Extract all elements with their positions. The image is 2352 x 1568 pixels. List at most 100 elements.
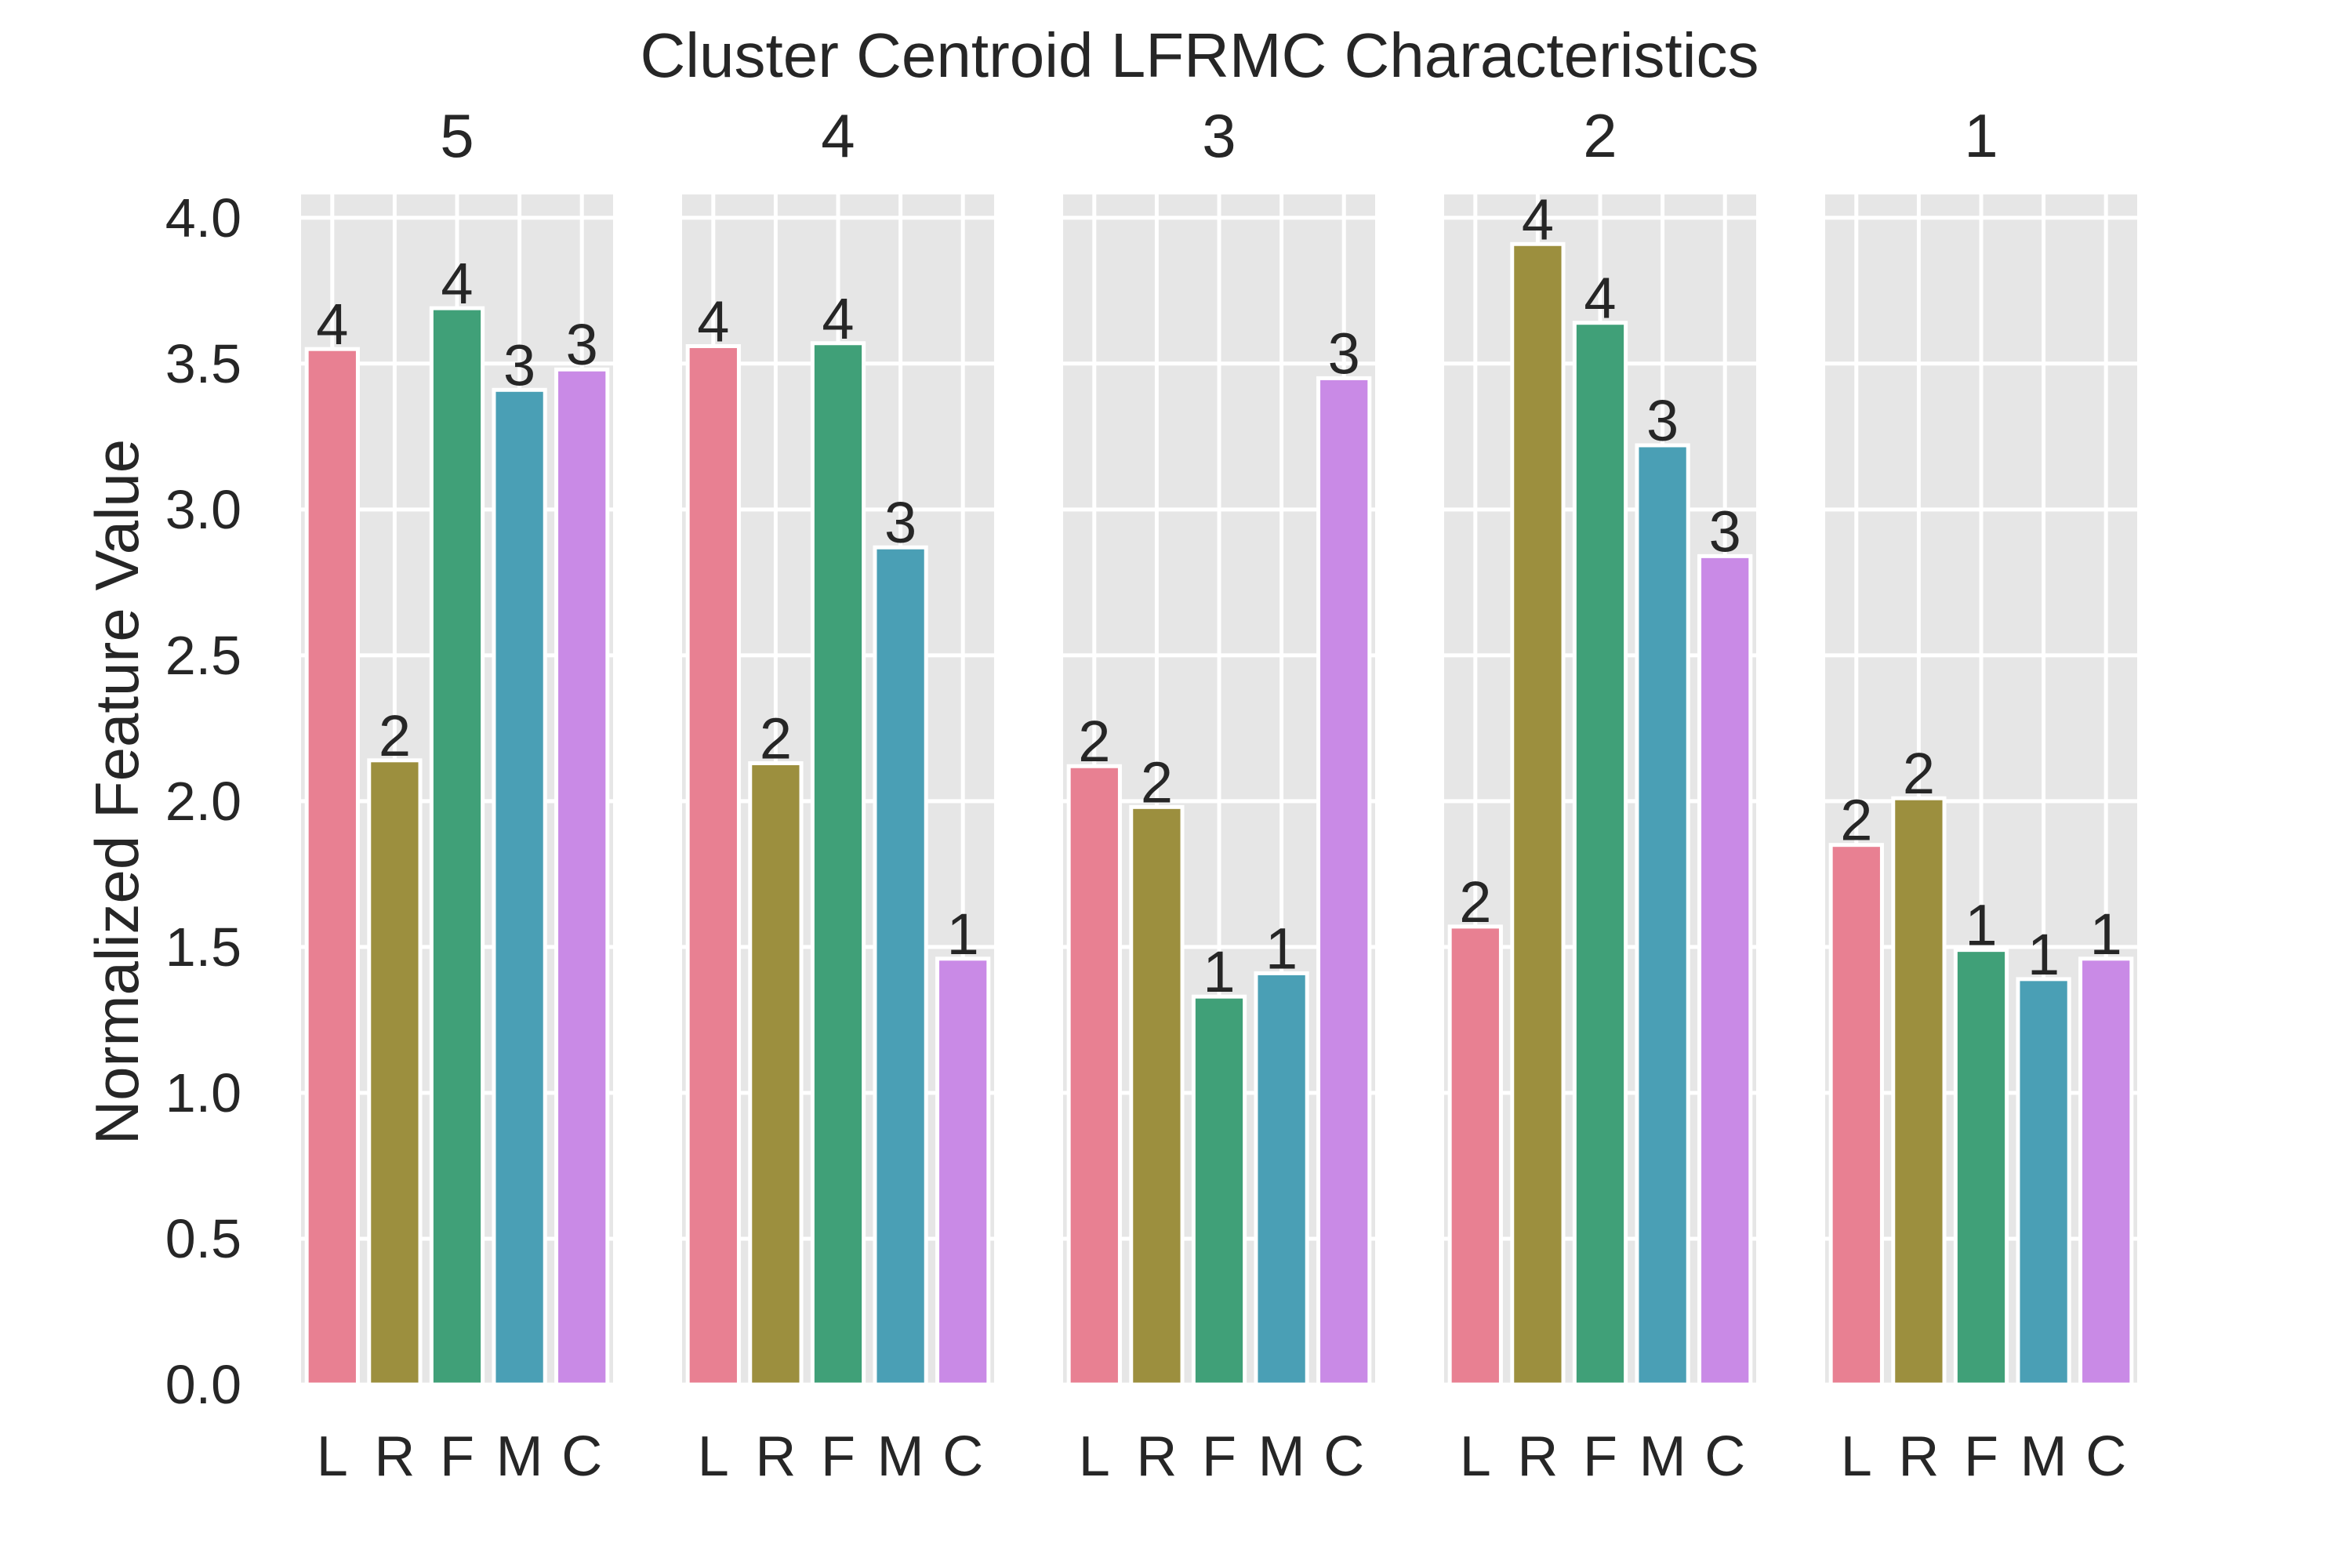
bar-L xyxy=(1066,764,1122,1387)
bar-value-label: 4 xyxy=(441,251,473,316)
bar-value-label: 2 xyxy=(1141,750,1173,815)
panel-title: 1 xyxy=(1964,101,1998,170)
bar-value-label: 2 xyxy=(379,703,411,768)
x-tick-label: R xyxy=(374,1425,415,1488)
bar-L xyxy=(685,343,741,1387)
x-tick-label: L xyxy=(698,1425,729,1488)
panel-title: 3 xyxy=(1202,101,1236,170)
bar-L xyxy=(1447,924,1503,1387)
x-tick-label: F xyxy=(440,1425,474,1488)
bar-F xyxy=(1572,321,1628,1387)
bar-value-label: 2 xyxy=(1078,709,1110,774)
bar-M xyxy=(492,387,547,1387)
bar-value-label: 1 xyxy=(1203,939,1235,1004)
cluster-panel-2: 2 2 L 4 R 4 F 3 M 3 C xyxy=(1444,101,1756,1488)
bar-C xyxy=(1316,376,1372,1387)
bar-value-label: 3 xyxy=(566,312,598,377)
bar-value-label: 3 xyxy=(1646,388,1679,453)
y-tick-label: 2.0 xyxy=(165,771,241,832)
bar-value-label: 1 xyxy=(2090,902,2122,967)
cluster-panel-4: 4 4 L 2 R 4 F 3 M 1 C xyxy=(682,101,994,1488)
panel-title: 5 xyxy=(440,101,474,170)
y-tick-label: 0.0 xyxy=(165,1354,241,1415)
bar-value-label: 4 xyxy=(822,286,854,351)
x-tick-label: C xyxy=(1323,1425,1364,1488)
bar-L xyxy=(304,347,360,1387)
x-tick-label: R xyxy=(1136,1425,1177,1488)
bar-value-label: 1 xyxy=(2027,922,2060,987)
x-tick-label: L xyxy=(1079,1425,1110,1488)
y-axis-ticks: 0.0 0.5 1.0 1.5 2.0 2.5 3.0 3.5 4.0 xyxy=(165,187,241,1415)
bar-value-label: 2 xyxy=(760,706,792,771)
y-tick-label: 2.5 xyxy=(165,625,241,686)
bar-M xyxy=(1635,443,1690,1387)
x-tick-label: R xyxy=(1898,1425,1939,1488)
bar-C xyxy=(1697,554,1753,1387)
x-tick-label: C xyxy=(561,1425,602,1488)
x-tick-label: M xyxy=(496,1425,543,1488)
bar-value-label: 1 xyxy=(1265,916,1298,981)
bar-value-label: 4 xyxy=(1522,187,1554,252)
bar-M xyxy=(2016,977,2071,1387)
x-tick-label: F xyxy=(1583,1425,1617,1488)
bar-F xyxy=(1953,948,2009,1387)
bar-value-label: 4 xyxy=(316,292,348,357)
x-tick-label: L xyxy=(317,1425,348,1488)
y-tick-label: 1.0 xyxy=(165,1062,241,1123)
x-tick-label: C xyxy=(942,1425,983,1488)
bar-C xyxy=(935,956,991,1387)
bar-value-label: 4 xyxy=(1584,266,1616,331)
bar-R xyxy=(367,758,423,1387)
bar-R xyxy=(1129,804,1185,1387)
bar-value-label: 3 xyxy=(1709,499,1741,564)
x-tick-label: C xyxy=(1704,1425,1745,1488)
x-tick-label: L xyxy=(1460,1425,1491,1488)
bar-F xyxy=(1191,994,1247,1387)
bar-F xyxy=(429,306,485,1387)
x-tick-label: M xyxy=(1639,1425,1686,1488)
y-tick-label: 4.0 xyxy=(165,187,241,249)
x-tick-label: C xyxy=(2085,1425,2126,1488)
cluster-panel-3: 3 2 L 2 R 1 F 1 M 3 C xyxy=(1063,101,1375,1488)
bar-value-label: 4 xyxy=(697,289,729,354)
panel-title: 4 xyxy=(821,101,855,170)
bar-value-label: 2 xyxy=(1840,788,1872,853)
y-tick-label: 0.5 xyxy=(165,1208,241,1269)
bar-value-label: 2 xyxy=(1459,869,1491,935)
bar-C xyxy=(554,367,610,1387)
bar-M xyxy=(873,545,928,1387)
y-tick-label: 3.5 xyxy=(165,333,241,394)
bar-R xyxy=(1510,241,1566,1387)
x-tick-label: F xyxy=(821,1425,855,1488)
bar-value-label: 1 xyxy=(1965,893,1997,958)
y-tick-label: 3.0 xyxy=(165,479,241,540)
bar-value-label: 3 xyxy=(884,490,916,555)
x-tick-label: M xyxy=(2020,1425,2067,1488)
y-tick-label: 1.5 xyxy=(165,916,241,978)
bar-value-label: 2 xyxy=(1903,741,1935,806)
y-axis-label: Normalized Feature Value xyxy=(82,439,151,1145)
x-tick-label: F xyxy=(1964,1425,1998,1488)
bar-value-label: 1 xyxy=(947,902,979,967)
bar-R xyxy=(748,761,804,1387)
x-tick-label: M xyxy=(1258,1425,1305,1488)
bar-C xyxy=(2078,956,2134,1387)
bar-R xyxy=(1891,796,1947,1387)
x-tick-label: R xyxy=(755,1425,796,1488)
panel-title: 2 xyxy=(1583,101,1617,170)
bar-L xyxy=(1828,843,1884,1387)
bar-value-label: 3 xyxy=(1328,321,1360,386)
bar-value-label: 3 xyxy=(503,332,535,397)
x-tick-label: R xyxy=(1517,1425,1558,1488)
cluster-panel-1: 1 2 L 2 R 1 F 1 M 1 C xyxy=(1825,101,2137,1488)
cluster-panel-5: 5 4 L 2 R 4 F 3 M 3 C xyxy=(301,101,613,1488)
x-tick-label: M xyxy=(877,1425,924,1488)
x-tick-label: L xyxy=(1841,1425,1872,1488)
bar-F xyxy=(810,341,866,1387)
chart-title: Cluster Centroid LFRMC Characteristics xyxy=(640,20,1759,90)
x-tick-label: F xyxy=(1202,1425,1236,1488)
bar-M xyxy=(1254,971,1309,1387)
cluster-panels: 54L2R4F3M3C44L2R4F3M1C32L2R1F1M3C22L4R4F… xyxy=(301,101,2137,1488)
